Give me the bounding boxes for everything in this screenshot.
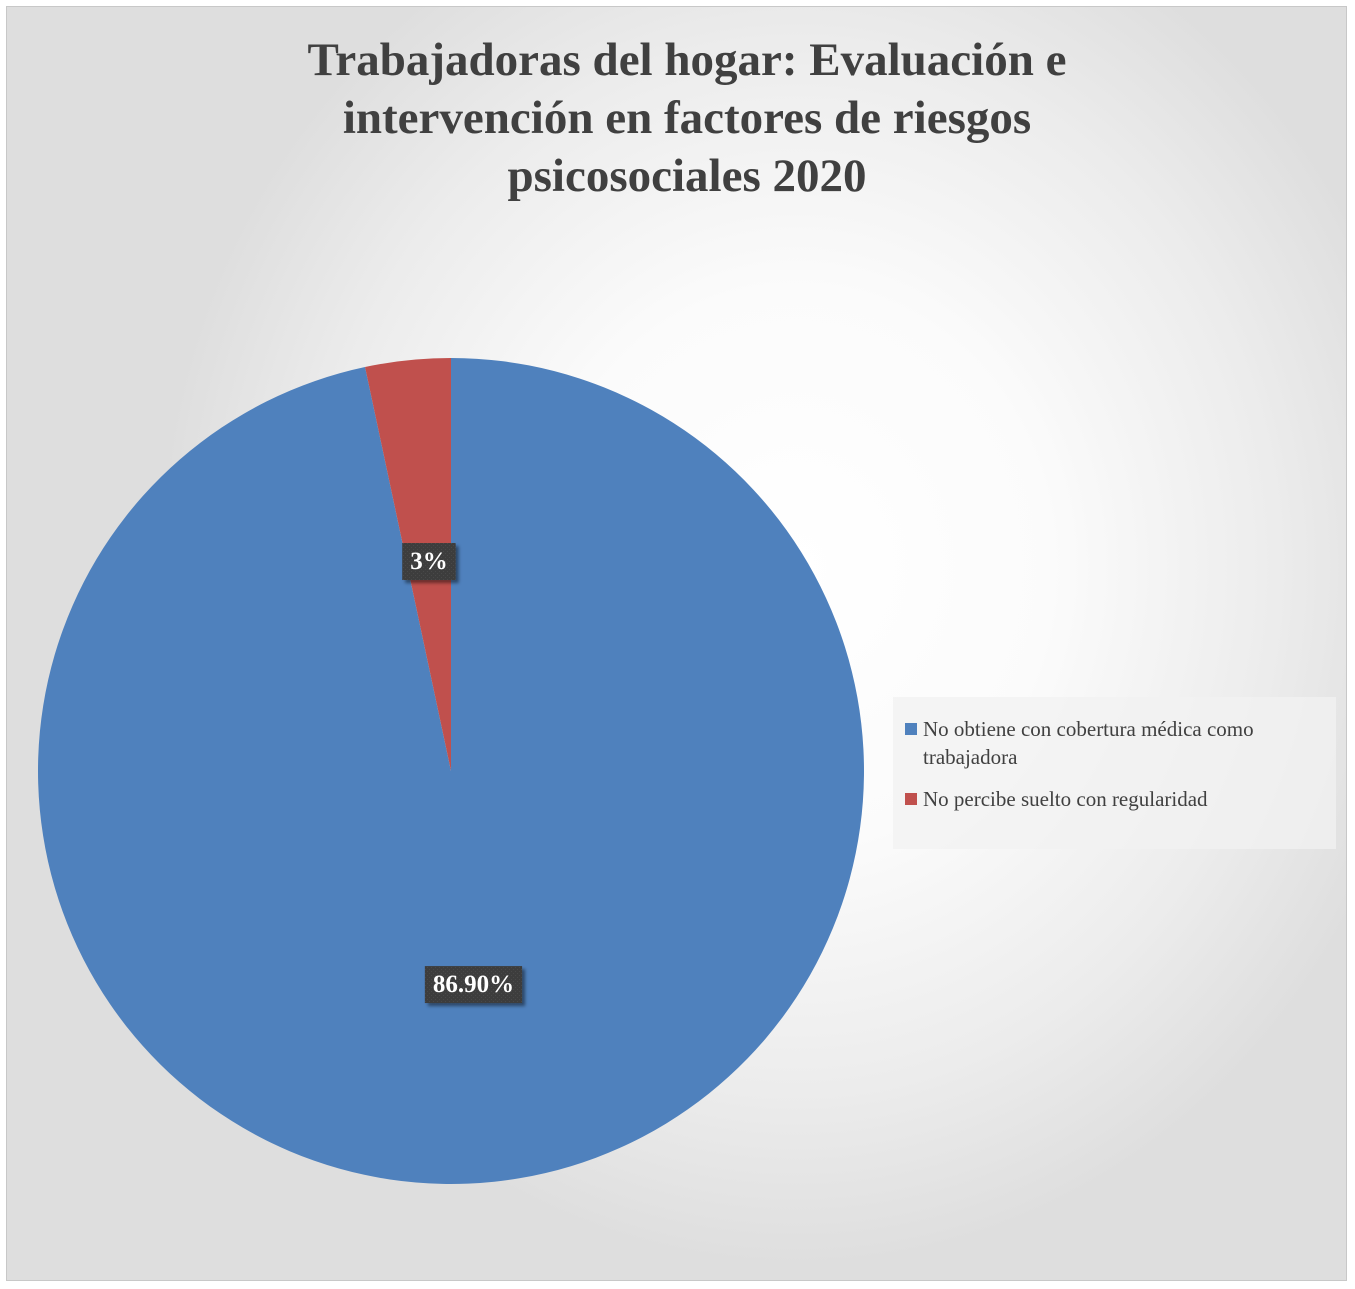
chart-title: Trabajadoras del hogar: Evaluación e int… — [307, 34, 1067, 202]
legend-label-1: No obtiene con cobertura médica como tra… — [923, 717, 1254, 769]
data-label-text-1: 86.90% — [433, 971, 514, 998]
pie-slice-1 — [37, 358, 864, 1184]
data-label-2: 3% — [402, 543, 456, 581]
chart-area: Trabajadoras del hogar: Evaluación e int… — [6, 6, 1347, 1281]
legend-entry-2: No percibe suelto con regularidad — [903, 785, 1326, 813]
legend: No obtiene con cobertura médica como tra… — [893, 697, 1336, 849]
data-label-box-1 — [424, 966, 523, 1004]
legend-entry-1: No obtiene con cobertura médica como tra… — [903, 715, 1326, 771]
legend-swatch-2 — [905, 793, 917, 805]
data-label-box-2 — [402, 543, 456, 581]
data-label-1: 86.90% — [424, 966, 523, 1004]
pie-chart: 86.90% 3% — [37, 358, 864, 1184]
legend-swatch-1 — [905, 723, 917, 735]
data-label-text-2: 3% — [410, 548, 448, 575]
legend-label-2: No percibe suelto con regularidad — [923, 787, 1208, 811]
